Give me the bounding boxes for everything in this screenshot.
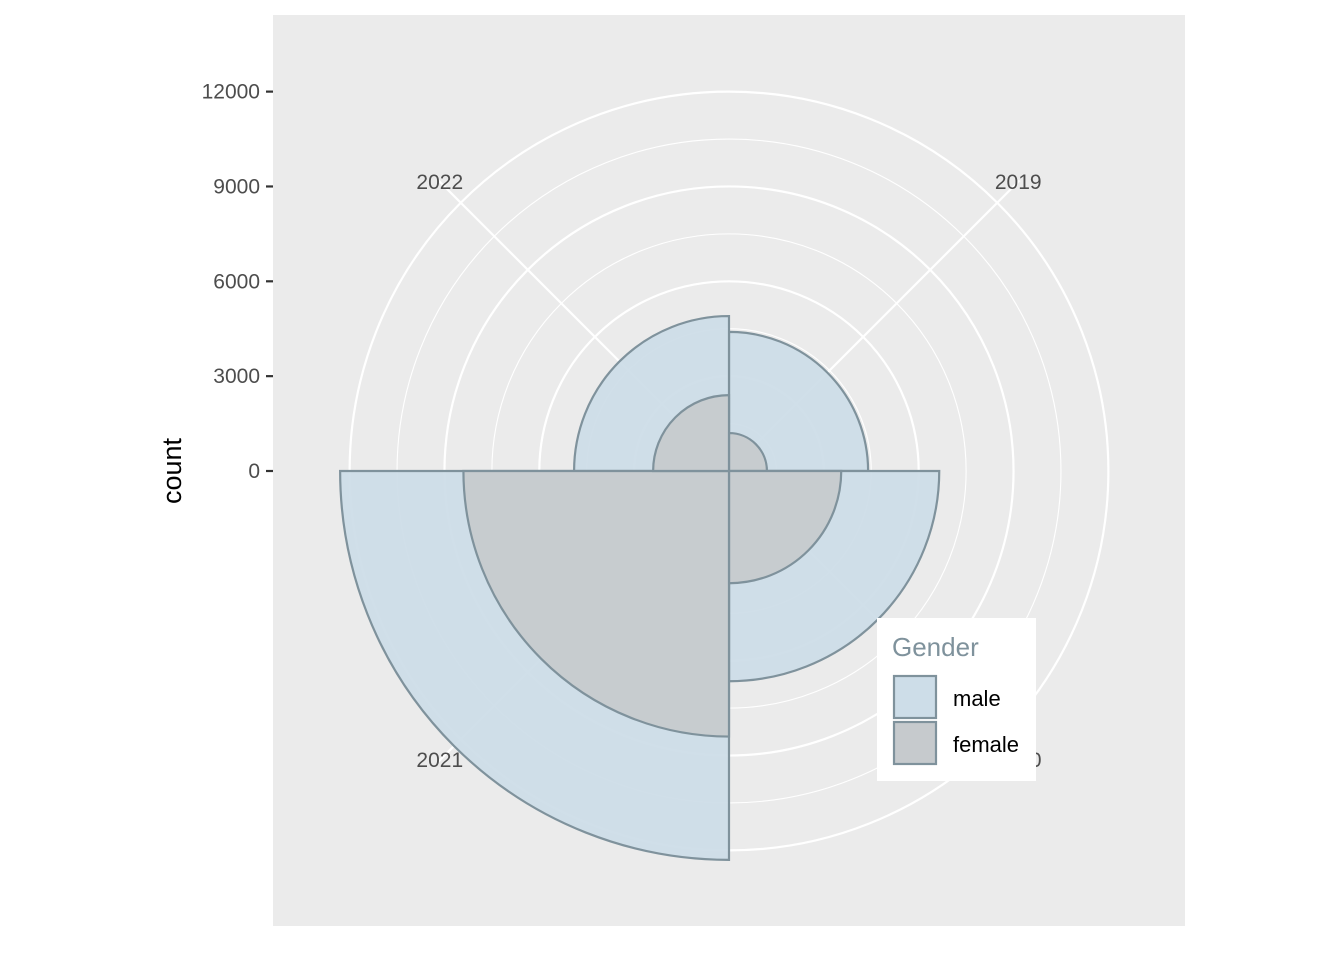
bar-female-2021	[462, 469, 731, 738]
legend-label-female: female	[953, 732, 1019, 757]
category-label-2019: 2019	[995, 171, 1042, 194]
legend-key-female	[892, 720, 938, 766]
legend: Gender male female	[877, 618, 1036, 781]
bar-female-2020	[727, 469, 843, 585]
y-axis-title: count	[157, 437, 187, 504]
bar-male-2019	[727, 330, 870, 473]
legend-label-male: male	[953, 686, 1001, 711]
r-axis: 0 3000 6000 9000 12000	[202, 81, 273, 483]
legend-key-male	[892, 674, 938, 720]
bar-female-2022	[652, 394, 731, 473]
legend-title: Gender	[892, 632, 979, 662]
bars	[339, 314, 941, 861]
r-tick-label: 0	[248, 460, 260, 483]
r-tick-label: 3000	[213, 365, 260, 388]
r-tick-label: 12000	[202, 81, 260, 104]
bar-female-2019	[727, 431, 769, 473]
r-tick-label: 6000	[213, 270, 260, 293]
r-tick-label: 9000	[213, 175, 260, 198]
category-label-2022: 2022	[416, 171, 463, 194]
category-label-2021: 2021	[416, 749, 463, 772]
